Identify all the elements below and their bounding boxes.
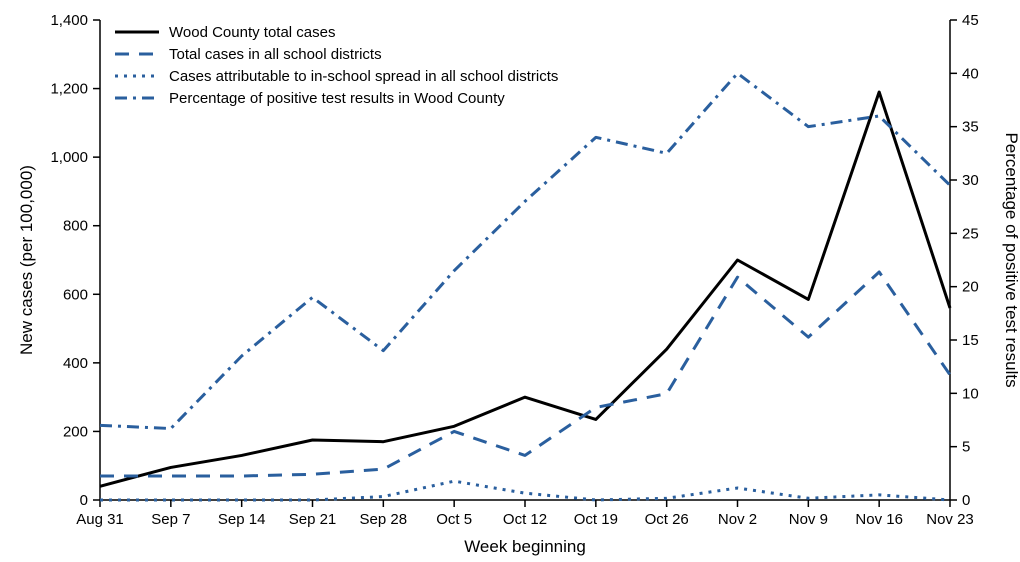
- series-pct_positive: [100, 73, 950, 428]
- x-title: Week beginning: [464, 537, 586, 556]
- y-left-tick-label: 800: [63, 218, 88, 235]
- y-left-title: New cases (per 100,000): [17, 165, 36, 355]
- x-tick-label: Oct 12: [503, 511, 547, 528]
- x-tick-label: Sep 28: [360, 511, 408, 528]
- series-wood_county_total: [100, 92, 950, 486]
- x-tick-label: Nov 9: [789, 511, 828, 528]
- y-left-tick-label: 0: [80, 492, 88, 509]
- x-tick-label: Nov 23: [926, 511, 974, 528]
- series-in_school_spread: [100, 481, 950, 500]
- y-right-tick-label: 5: [962, 439, 970, 456]
- x-tick-label: Nov 16: [855, 511, 903, 528]
- legend-label-in_school_spread: Cases attributable to in-school spread i…: [169, 68, 558, 85]
- series-school_total: [100, 272, 950, 476]
- x-tick-label: Oct 26: [645, 511, 689, 528]
- chart-svg: 0 200 400 600 800 1,000 1,200 1,400 0 5 10 15 20 25 30…: [0, 0, 1020, 562]
- y-left-tick-label: 400: [63, 355, 88, 372]
- x-tick-label: Sep 14: [218, 511, 266, 528]
- y-left-tick-label: 600: [63, 286, 88, 303]
- x-tick-label: Oct 19: [574, 511, 618, 528]
- y-right-tick-label: 0: [962, 492, 970, 509]
- legend-label-wood_county_total: Wood County total cases: [169, 24, 335, 41]
- y-right-tick-label: 25: [962, 225, 979, 242]
- x-tick-label: Sep 21: [289, 511, 337, 528]
- x-tick-label: Aug 31: [76, 511, 124, 528]
- y-right-tick-label: 30: [962, 172, 979, 189]
- x-tick-label: Oct 5: [436, 511, 472, 528]
- y-right-tick-label: 45: [962, 12, 979, 29]
- line-chart: 0 200 400 600 800 1,000 1,200 1,400 0 5 10 15 20 25 30…: [0, 0, 1020, 562]
- x-tick-label: Nov 2: [718, 511, 757, 528]
- y-right-tick-label: 10: [962, 385, 979, 402]
- y-left-tick-label: 1,000: [50, 149, 88, 166]
- y-right-tick-label: 15: [962, 332, 979, 349]
- y-right-tick-label: 35: [962, 119, 979, 136]
- y-right-title: Percentage of positive test results: [1002, 132, 1020, 387]
- legend-label-pct_positive: Percentage of positive test results in W…: [169, 90, 505, 107]
- y-left-tick-label: 1,400: [50, 12, 88, 29]
- y-left-tick-label: 200: [63, 423, 88, 440]
- y-left-tick-label: 1,200: [50, 81, 88, 98]
- legend-label-school_total: Total cases in all school districts: [169, 46, 382, 63]
- y-right-tick-label: 20: [962, 279, 979, 296]
- x-tick-label: Sep 7: [151, 511, 190, 528]
- y-right-tick-label: 40: [962, 65, 979, 82]
